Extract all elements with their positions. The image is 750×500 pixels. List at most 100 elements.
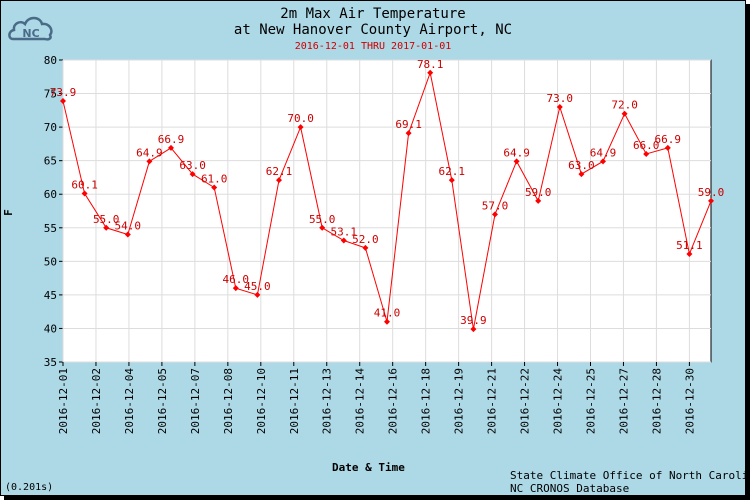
x-tick-label: 2016-12-21 [486,368,499,434]
x-tick-label: 2016-12-07 [189,368,202,434]
data-label: 64.9 [136,146,163,159]
y-tick-label: 75 [44,88,57,101]
x-tick-label: 2016-12-04 [123,368,136,435]
data-label: 73.9 [50,86,77,99]
data-label: 64.9 [590,146,617,159]
x-tick-label: 2016-12-02 [90,368,103,434]
data-point [232,285,239,292]
data-point [81,190,88,197]
data-point [189,171,196,178]
credit-line-1: State Climate Office of North Carolina [510,469,750,482]
data-point [470,326,477,333]
x-tick-label: 2016-12-13 [321,368,334,434]
data-label: 78.1 [417,58,444,71]
data-label: 62.1 [266,165,293,178]
y-tick-label: 70 [44,121,57,134]
data-point [384,318,390,325]
data-label: 57.0 [482,199,509,212]
data-point [643,150,650,157]
data-point [621,110,628,117]
credit-line-2: NC CRONOS Database [510,482,630,495]
data-label: 64.9 [503,146,530,159]
data-point [276,177,282,184]
data-point [60,97,66,104]
render-timing: (0.201s) [5,482,54,493]
data-label: 62.1 [439,165,466,178]
x-tick-label: 2016-12-14 [354,368,367,435]
x-tick-label: 2016-12-28 [650,368,663,434]
data-point [362,244,369,251]
x-tick-label: 2016-12-19 [453,368,466,434]
data-label: 41.0 [374,307,401,320]
data-point [340,237,347,244]
x-tick-label: 2016-12-25 [584,368,597,434]
nc-cloud-logo-icon: NC [8,16,53,41]
data-point [427,69,434,76]
x-tick-label: 2016-12-10 [255,368,268,434]
data-point [254,291,261,298]
x-tick-label: 2016-12-11 [288,368,301,434]
y-tick-label: 80 [44,54,57,67]
data-label: 60.1 [71,179,98,192]
data-label: 73.0 [547,92,574,105]
y-tick-label: 65 [44,155,57,168]
logo-text: NC [22,27,39,40]
data-point [448,177,455,184]
y-tick-label: 45 [44,289,57,302]
data-point [600,158,606,165]
data-label: 66.0 [633,139,660,152]
data-label: 55.0 [93,213,120,226]
x-axis-label: Date & Time [332,461,405,474]
data-label: 59.0 [525,186,552,199]
y-tick-label: 60 [44,188,57,201]
data-label: 66.9 [158,133,185,146]
data-label: 61.0 [201,173,228,186]
plot-area [62,59,712,363]
data-label: 53.1 [331,226,358,239]
data-point [103,224,110,231]
data-label: 72.0 [611,99,638,112]
data-point [319,224,326,231]
data-point [211,184,218,191]
x-tick-label: 2016-12-16 [387,368,400,434]
chart-date-range: 2016-12-01 THRU 2017-01-01 [294,41,452,52]
data-label: 46.0 [223,273,250,286]
data-point [686,250,693,257]
data-point [124,231,131,238]
data-label: 54.0 [115,219,142,232]
chart-title-line-2: at New Hanover County Airport, NC [233,22,513,38]
data-label: 59.0 [698,186,725,199]
data-label: 55.0 [309,213,336,226]
x-tick-label: 2016-12-24 [552,368,565,435]
data-label: 63.0 [179,159,206,172]
x-tick-label: 2016-12-01 [57,368,70,434]
data-point [664,144,671,151]
data-label: 39.9 [460,314,487,327]
x-tick-label: 2016-12-27 [617,368,630,434]
data-point [556,103,563,110]
x-tick-label: 2016-12-18 [420,368,433,434]
data-point [513,158,520,165]
y-tick-label: 50 [44,255,57,268]
data-label: 70.0 [287,112,314,125]
chart-title-line-1: 2m Max Air Temperature [280,6,466,22]
data-point [708,197,714,204]
x-tick-label: 2016-12-05 [156,368,169,434]
data-label: 45.0 [244,280,271,293]
data-point [535,197,542,204]
x-tick-label: 2016-12-22 [519,368,532,434]
x-tick-label: 2016-12-30 [683,368,696,434]
data-point [405,130,412,137]
data-label: 51.1 [676,239,703,252]
data-point [146,158,153,165]
data-point [168,144,174,151]
x-tick-label: 2016-12-08 [222,368,235,434]
data-point [492,211,498,218]
y-tick-label: 40 [44,322,57,335]
data-label: 63.0 [568,159,595,172]
data-label: 66.9 [655,133,682,146]
y-tick-label: 55 [44,222,57,235]
data-label: 52.0 [352,233,379,246]
